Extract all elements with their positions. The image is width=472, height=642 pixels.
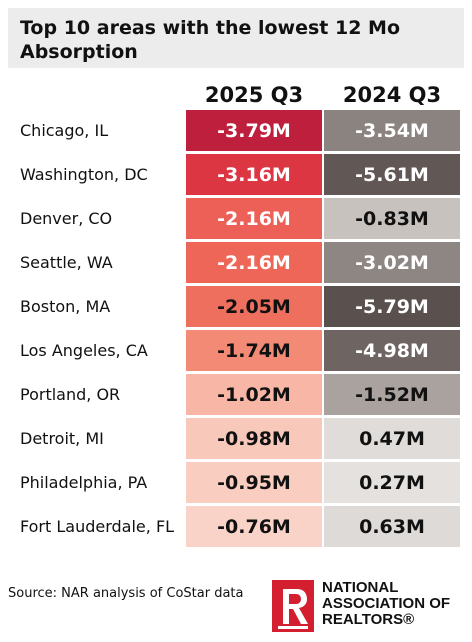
cell-2024-q3: -3.54M (324, 110, 460, 151)
source-note: Source: NAR analysis of CoStar data (8, 586, 244, 601)
cell-2024-q3: 0.27M (324, 462, 460, 503)
cell-2024-q3: -5.79M (324, 286, 460, 327)
cell-2024-q3: -4.98M (324, 330, 460, 371)
realtor-r-icon (272, 580, 314, 632)
row-label: Los Angeles, CA (20, 340, 148, 360)
column-header-2024-q3: 2024 Q3 (342, 83, 442, 107)
cell-2024-q3: -5.61M (324, 154, 460, 195)
row-label: Washington, DC (20, 164, 148, 184)
cell-2025-q3: -0.98M (186, 418, 322, 459)
chart-title: Top 10 areas with the lowest 12 Mo Absor… (20, 17, 401, 63)
logo-line: ASSOCIATION OF (322, 595, 451, 612)
row-label: Detroit, MI (20, 428, 104, 448)
row-label: Denver, CO (20, 208, 113, 228)
row-label: Boston, MA (20, 296, 111, 316)
logo-line: NATIONAL (322, 579, 399, 596)
row-label: Portland, OR (20, 384, 121, 404)
cell-2025-q3: -1.74M (186, 330, 322, 371)
cell-2024-q3: -3.02M (324, 242, 460, 283)
logo-text: NATIONAL ASSOCIATION OF REALTORS® (322, 580, 472, 628)
row-label: Fort Lauderdale, FL (20, 516, 175, 536)
cell-2025-q3: -1.02M (186, 374, 322, 415)
cell-2025-q3: -2.05M (186, 286, 322, 327)
column-header-2025-q3: 2025 Q3 (204, 83, 304, 107)
cell-2025-q3: -3.79M (186, 110, 322, 151)
title-box: Top 10 areas with the lowest 12 Mo Absor… (8, 8, 464, 68)
logo-line: REALTORS® (322, 611, 415, 628)
row-label: Philadelphia, PA (20, 472, 148, 492)
nar-logo: NATIONAL ASSOCIATION OF REALTORS® (272, 578, 468, 634)
cell-2024-q3: -1.52M (324, 374, 460, 415)
row-label: Chicago, IL (20, 120, 109, 140)
row-label: Seattle, WA (20, 252, 113, 272)
cell-2024-q3: 0.47M (324, 418, 460, 459)
cell-2025-q3: -2.16M (186, 198, 322, 239)
cell-2025-q3: -2.16M (186, 242, 322, 283)
cell-2025-q3: -0.95M (186, 462, 322, 503)
cell-2025-q3: -0.76M (186, 506, 322, 547)
cell-2025-q3: -3.16M (186, 154, 322, 195)
cell-2024-q3: -0.83M (324, 198, 460, 239)
cell-2024-q3: 0.63M (324, 506, 460, 547)
